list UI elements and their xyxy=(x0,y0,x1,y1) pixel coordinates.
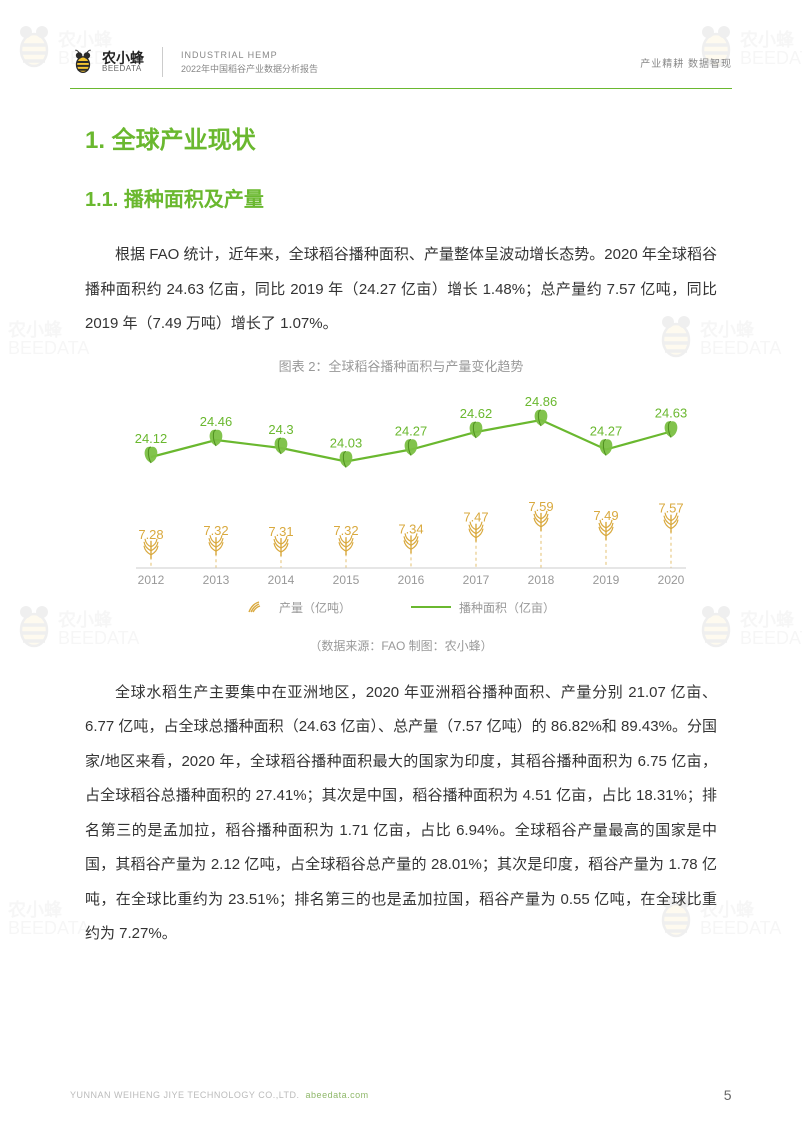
svg-text:2013: 2013 xyxy=(203,573,230,587)
svg-text:2016: 2016 xyxy=(398,573,425,587)
svg-text:农小蜂: 农小蜂 xyxy=(7,319,63,340)
svg-text:农小蜂: 农小蜂 xyxy=(7,899,63,920)
svg-text:7.59: 7.59 xyxy=(528,498,553,513)
legend-area: 播种面积（亿亩） xyxy=(411,599,555,616)
chart-source: （数据来源：FAO 制图：农小蜂） xyxy=(85,637,717,654)
svg-text:7.49: 7.49 xyxy=(593,507,618,522)
svg-text:BEEDATA: BEEDATA xyxy=(8,338,89,358)
svg-text:7.32: 7.32 xyxy=(203,523,228,538)
svg-text:24.12: 24.12 xyxy=(135,431,168,446)
header-category: INDUSTRIAL HEMP xyxy=(181,50,318,60)
svg-text:2020: 2020 xyxy=(658,573,685,587)
svg-text:24.03: 24.03 xyxy=(330,435,363,450)
svg-text:24.63: 24.63 xyxy=(655,405,688,420)
svg-text:2017: 2017 xyxy=(463,573,490,587)
svg-text:BEEDATA: BEEDATA xyxy=(740,628,802,648)
line-icon xyxy=(411,606,451,608)
header-rule xyxy=(70,88,732,89)
header-subtitle: INDUSTRIAL HEMP 2022年中国稻谷产业数据分析报告 xyxy=(181,50,318,75)
svg-text:BEEDATA: BEEDATA xyxy=(740,48,802,68)
svg-text:24.3: 24.3 xyxy=(268,422,293,437)
footer-company: YUNNAN WEIHENG JIYE TECHNOLOGY CO.,LTD. xyxy=(70,1090,300,1100)
page-footer: YUNNAN WEIHENG JIYE TECHNOLOGY CO.,LTD. … xyxy=(70,1087,732,1103)
legend-yield: 产量（亿吨） xyxy=(247,599,351,616)
chart-legend: 产量（亿吨） 播种面积（亿亩） xyxy=(111,599,691,616)
svg-text:7.31: 7.31 xyxy=(268,524,293,539)
chart-title: 图表 2：全球稻谷播种面积与产量变化趋势 xyxy=(85,356,717,375)
header-tagline: 产业精耕 数据智现 xyxy=(640,55,732,70)
svg-text:24.86: 24.86 xyxy=(525,394,558,409)
svg-text:7.47: 7.47 xyxy=(463,509,488,524)
paragraph-1: 根据 FAO 统计，近年来，全球稻谷播种面积、产量整体呈波动增长态势。2020 … xyxy=(85,238,717,342)
svg-text:24.27: 24.27 xyxy=(395,423,428,438)
page-header: 农小蜂 BEEDATA INDUSTRIAL HEMP 2022年中国稻谷产业数… xyxy=(70,42,732,82)
svg-text:24.62: 24.62 xyxy=(460,406,493,421)
logo-text-cn: 农小蜂 xyxy=(102,51,144,65)
svg-text:24.46: 24.46 xyxy=(200,414,233,429)
logo: 农小蜂 BEEDATA xyxy=(70,49,144,75)
heading-1: 1. 全球产业现状 xyxy=(85,120,717,155)
svg-text:2012: 2012 xyxy=(138,573,165,587)
heading-2: 1.1. 播种面积及产量 xyxy=(85,183,717,212)
svg-text:BEEDATA: BEEDATA xyxy=(8,918,89,938)
svg-text:2015: 2015 xyxy=(333,573,360,587)
svg-text:2014: 2014 xyxy=(268,573,295,587)
svg-text:7.28: 7.28 xyxy=(138,526,163,541)
svg-text:2018: 2018 xyxy=(528,573,555,587)
paragraph-2: 全球水稻生产主要集中在亚洲地区，2020 年亚洲稻谷播种面积、产量分别 21.0… xyxy=(85,676,717,952)
chart-area-yield: 24.12 24.46 24.3 24.03 24.27 24.62 24.86… xyxy=(111,393,691,623)
bee-icon xyxy=(70,49,96,75)
svg-text:7.34: 7.34 xyxy=(398,521,423,536)
svg-text:2019: 2019 xyxy=(593,573,620,587)
header-report-name: 2022年中国稻谷产业数据分析报告 xyxy=(181,62,318,75)
legend-area-label: 播种面积（亿亩） xyxy=(459,599,555,616)
legend-yield-label: 产量（亿吨） xyxy=(279,599,351,616)
header-divider xyxy=(162,47,163,77)
logo-text-en: BEEDATA xyxy=(102,65,144,73)
wheat-icon xyxy=(247,600,271,614)
footer-page-number: 5 xyxy=(724,1087,732,1103)
svg-text:农小蜂: 农小蜂 xyxy=(739,29,795,50)
svg-text:农小蜂: 农小蜂 xyxy=(739,609,795,630)
svg-text:7.57: 7.57 xyxy=(658,500,683,515)
svg-text:7.32: 7.32 xyxy=(333,523,358,538)
page-content: 1. 全球产业现状 1.1. 播种面积及产量 根据 FAO 统计，近年来，全球稻… xyxy=(85,120,717,966)
svg-text:24.27: 24.27 xyxy=(590,423,623,438)
footer-domain: abeedata.com xyxy=(306,1090,369,1100)
